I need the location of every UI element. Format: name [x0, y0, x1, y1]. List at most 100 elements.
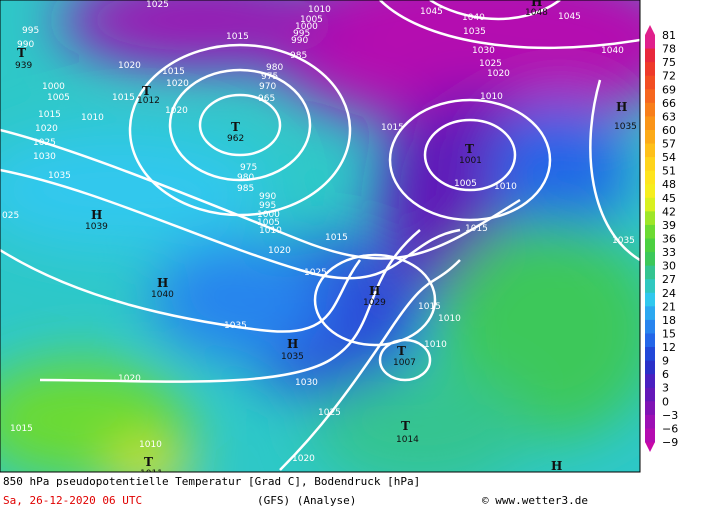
center-pressure: 1014 — [396, 435, 419, 445]
legend-label: 30 — [662, 260, 676, 273]
legend-label: 33 — [662, 246, 676, 259]
legend-swatch — [645, 75, 655, 90]
isobar-label: 1030 — [472, 46, 495, 56]
center-pressure: 1029 — [363, 298, 386, 308]
isobar-label: 1000 — [295, 22, 318, 32]
center-symbol: T — [17, 46, 26, 60]
legend-swatch — [645, 129, 655, 145]
legend-swatch — [645, 238, 655, 253]
legend-swatch — [645, 35, 655, 50]
isobar-label: 1045 — [420, 7, 443, 17]
center-pressure: 1001 — [459, 156, 482, 166]
legend-swatch — [645, 170, 655, 185]
center-symbol: H — [531, 0, 542, 9]
legend-label: 72 — [662, 70, 676, 83]
legend-swatch — [645, 62, 655, 77]
legend-cap — [645, 25, 655, 35]
center-symbol: H — [91, 208, 102, 222]
isobar-label: 1025 — [318, 408, 341, 418]
isobar-label: 1015 — [226, 32, 249, 42]
center-pressure: 962 — [227, 134, 244, 144]
center-pressure: 1011 — [140, 469, 163, 479]
isobar-label: 1040 — [462, 13, 485, 23]
isobar-label: 1015 — [38, 110, 61, 120]
legend-swatch — [645, 252, 655, 267]
legend-label: 6 — [662, 368, 669, 381]
isobar-label: 1020 — [118, 61, 141, 71]
isobar-label: 1005 — [300, 15, 323, 25]
pressure-centers: T939T1012T962H1039H1040H1035H1029T1007T1… — [15, 0, 637, 483]
legend-swatch — [645, 143, 655, 158]
isobar-label: 1030 — [33, 152, 56, 162]
legend-swatch — [645, 333, 655, 348]
isobar-label: 1000 — [257, 210, 280, 220]
isobar-label: 1025 — [33, 138, 56, 148]
legend-label: −6 — [662, 422, 678, 435]
isobar-label: 1015 — [418, 302, 441, 312]
legend-swatch — [645, 347, 655, 362]
isobar-label: 025 — [2, 211, 19, 221]
isobar-label: 985 — [237, 184, 254, 194]
isobar-label: 1010 — [139, 440, 162, 450]
legend-swatch — [645, 292, 655, 307]
isobar-label: 1020 — [35, 124, 58, 134]
center-pressure: 1012 — [137, 96, 160, 106]
isobar-label: 1005 — [47, 93, 70, 103]
legend-swatch — [645, 197, 655, 212]
legend-cap — [645, 442, 655, 452]
isobar-label: 1040 — [601, 46, 624, 56]
legend-swatch — [645, 279, 655, 294]
isobar-label: 1035 — [48, 171, 71, 181]
isobar-label: 1020 — [166, 79, 189, 89]
center-pressure: 1036 — [545, 473, 568, 483]
center-pressure: 1035 — [614, 122, 637, 132]
legend-swatch — [645, 102, 655, 117]
isobar-label: 1005 — [257, 218, 280, 228]
legend-swatch — [645, 319, 655, 334]
legend-swatch — [645, 306, 655, 321]
legend-swatch — [645, 414, 655, 429]
isobar-label: 1015 — [381, 123, 404, 133]
isobar-label: 1020 — [165, 106, 188, 116]
legend-swatch — [645, 116, 655, 131]
legend-swatch — [645, 157, 655, 172]
footer-title: 850 hPa pseudopotentielle Temperatur [Gr… — [3, 475, 420, 488]
footer-date: Sa, 26-12-2020 06 UTC — [3, 494, 142, 507]
legend-swatch — [645, 89, 655, 104]
legend-label: 27 — [662, 273, 676, 286]
legend-label: 66 — [662, 97, 676, 110]
center-pressure: 1007 — [393, 358, 416, 368]
legend-label: 81 — [662, 29, 676, 42]
center-symbol: H — [616, 100, 627, 114]
isobar-label: 975 — [261, 72, 278, 82]
center-symbol: T — [144, 455, 153, 469]
legend-swatch — [645, 224, 655, 239]
center-symbol: T — [231, 120, 240, 134]
center-symbol: H — [287, 337, 298, 351]
legend-swatch — [645, 374, 655, 389]
legend-label: 63 — [662, 110, 676, 123]
legend-swatch — [645, 211, 655, 226]
center-symbol: H — [369, 284, 380, 298]
footer-model: (GFS) (Analyse) — [257, 494, 356, 507]
isobar-label: 985 — [290, 51, 307, 61]
isobar-label: 990 — [259, 192, 276, 202]
center-symbol: H — [551, 459, 562, 473]
isobar-label: 1015 — [325, 233, 348, 243]
legend-label: 48 — [662, 178, 676, 191]
legend-swatch — [645, 387, 655, 402]
isobar-label: 1035 — [224, 321, 247, 331]
legend-swatch — [645, 48, 655, 63]
legend-swatch — [645, 401, 655, 416]
isobar-label: 990 — [291, 36, 308, 46]
isobar-label: 1025 — [146, 0, 169, 10]
legend-label: 75 — [662, 56, 676, 69]
isobar-label: 1020 — [292, 454, 315, 464]
legend-label: 36 — [662, 233, 676, 246]
legend-label: 39 — [662, 219, 676, 232]
isobar-label: 1025 — [304, 268, 327, 278]
legend-label: 42 — [662, 205, 676, 218]
